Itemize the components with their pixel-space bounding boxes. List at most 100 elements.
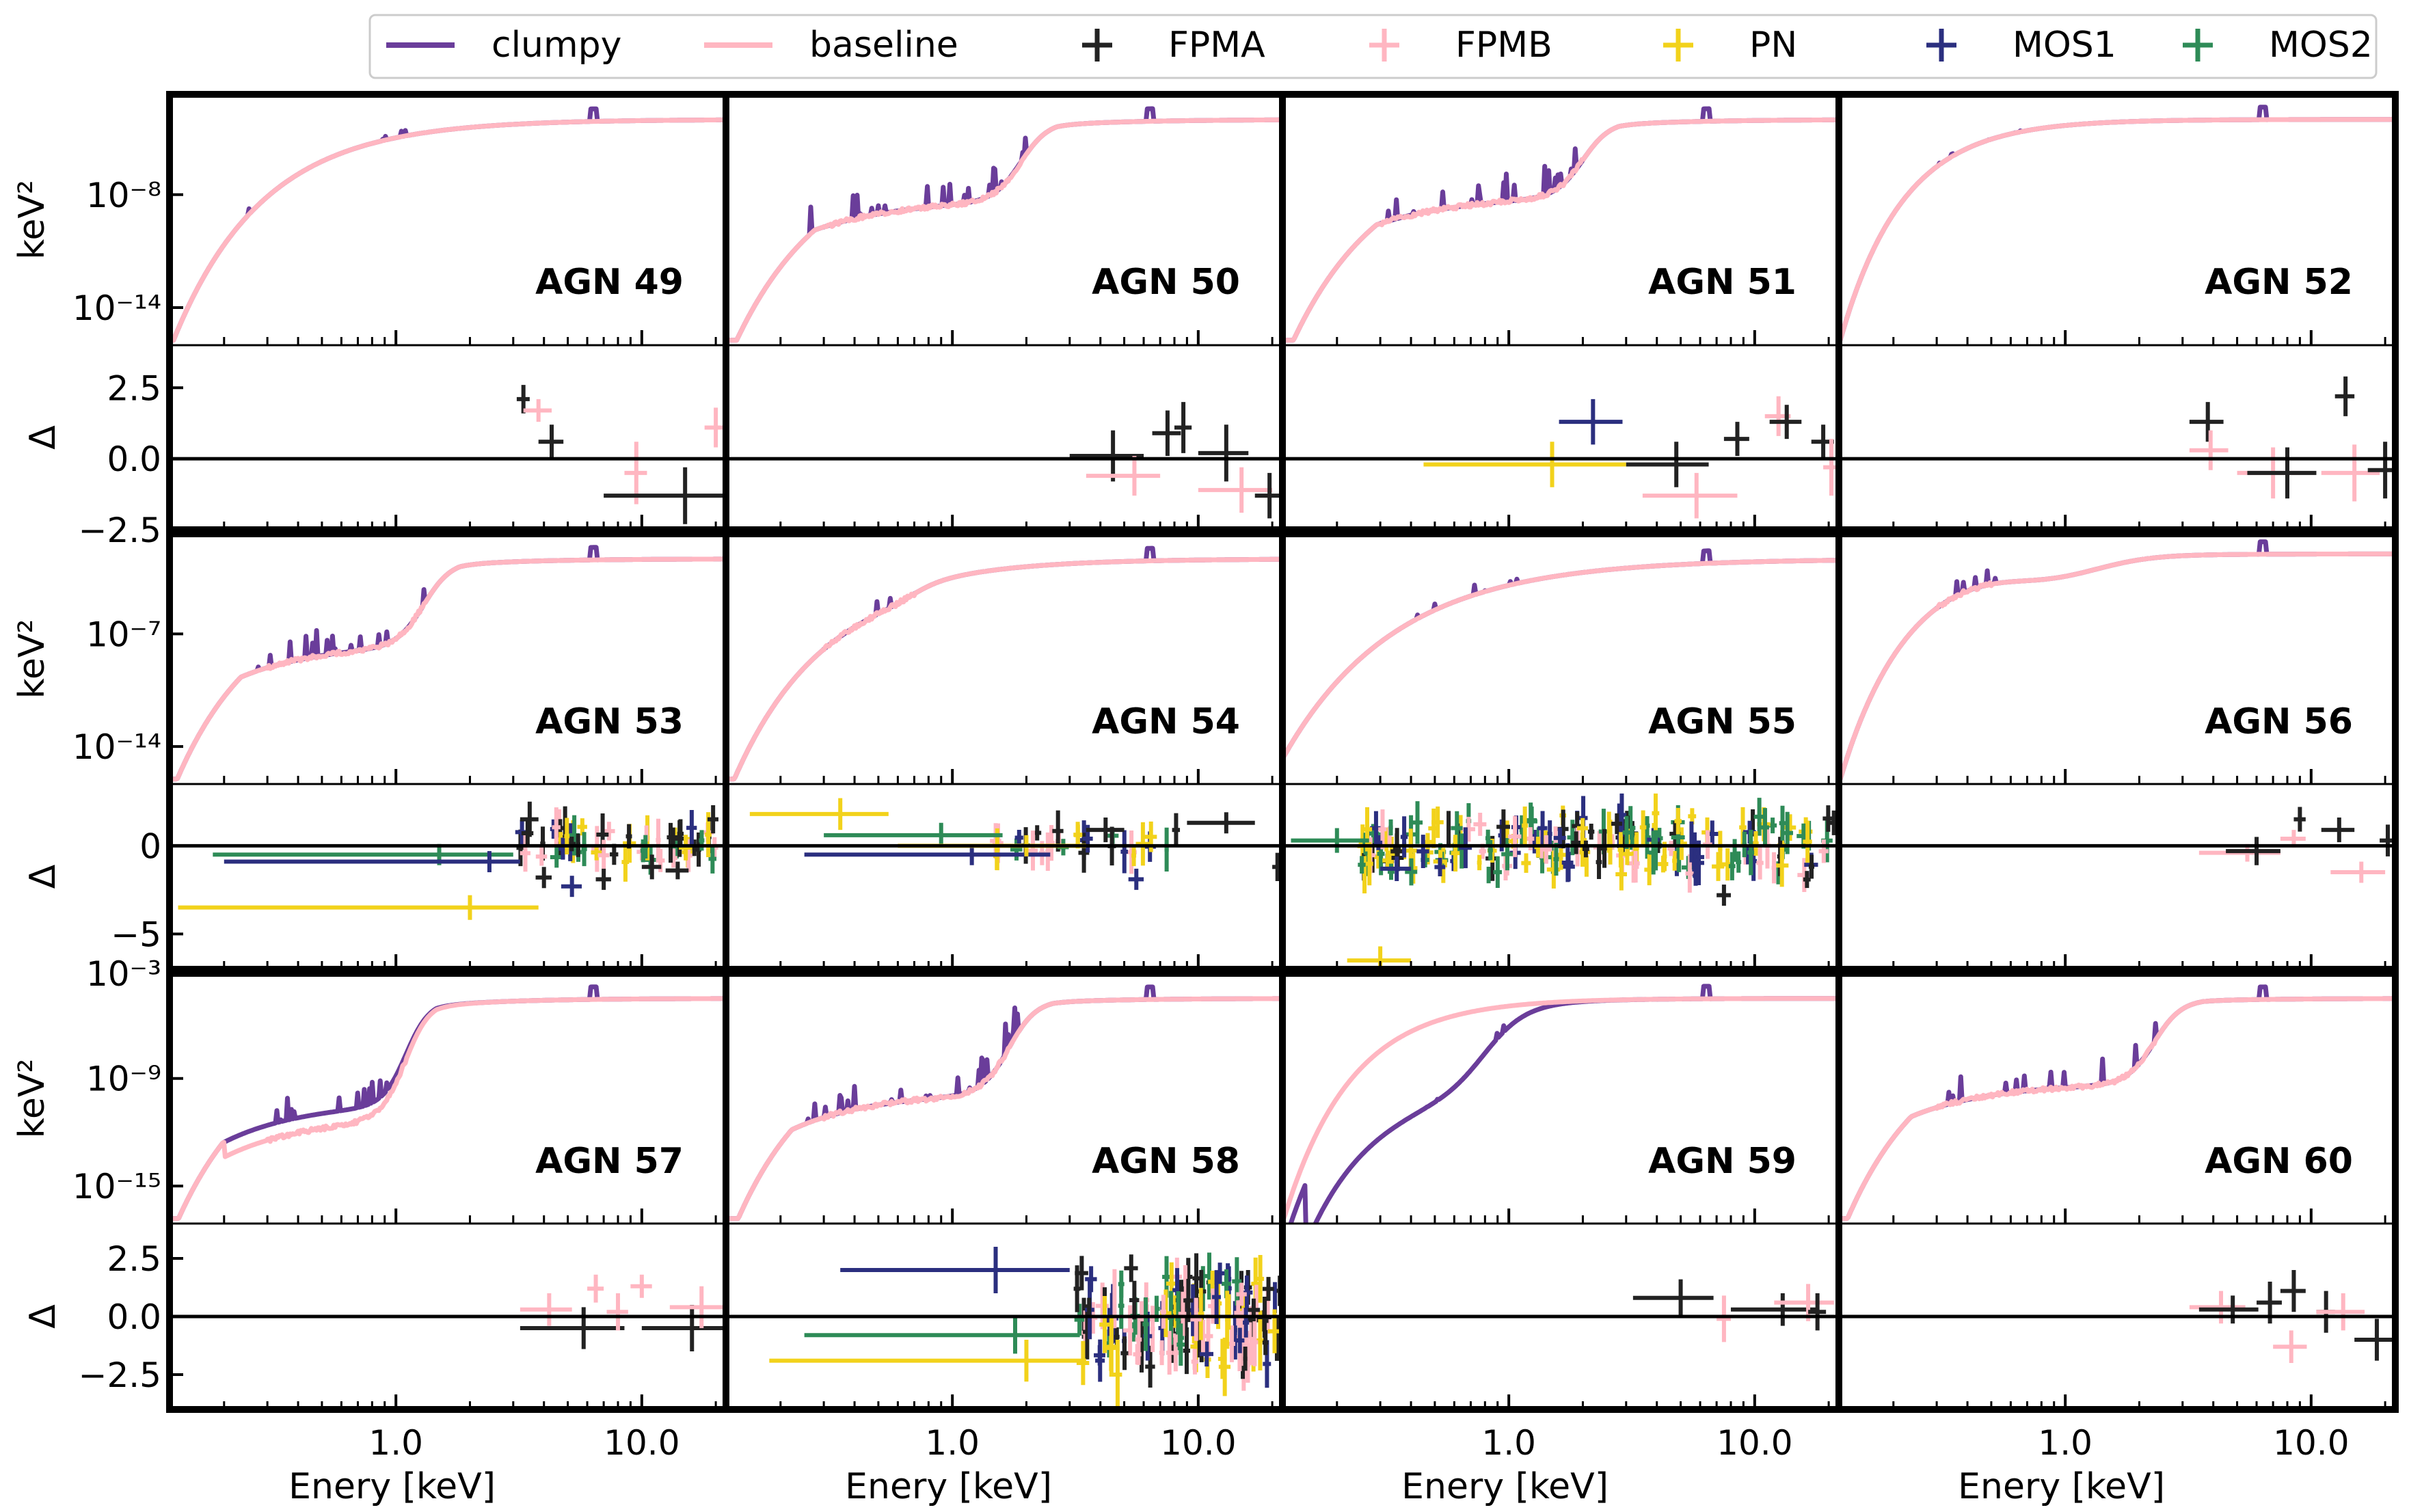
residual-point-mos2 [1388, 819, 1393, 836]
spectrum-curves [726, 106, 1282, 343]
legend-label-mos1: MOS1 [2013, 25, 2116, 66]
residual-point-pn [1423, 442, 1626, 487]
residual-point-fpmb [2321, 444, 2380, 502]
residual-point-pn [1775, 844, 1789, 887]
residual-point-fpmb [669, 1286, 726, 1328]
residual-point-pn [1652, 793, 1660, 833]
spectrum-curves [1839, 105, 2395, 343]
residual-point-fpma [1187, 812, 1255, 834]
residual-point-mos1 [1416, 835, 1429, 868]
residual-point-fpma [1626, 442, 1709, 487]
residual-point-fpmb [1236, 1282, 1247, 1306]
panel-label: AGN 53 [535, 701, 684, 742]
residual-point-pn [1803, 820, 1812, 863]
residual-point-fpmb [523, 399, 552, 422]
residual-point-mos1 [1095, 1339, 1105, 1382]
residual-point-pn [178, 895, 539, 920]
residual-point-fpma [538, 424, 564, 459]
y-tick-label: 10⁻⁷ [86, 615, 161, 654]
x-ticks [1336, 1209, 1830, 1409]
residual-axis-label: Δ [23, 1304, 64, 1329]
residual-point-pn [1225, 1291, 1230, 1349]
baseline-model-line [1282, 996, 1839, 1221]
x-ticks [223, 769, 717, 969]
residual-point-pn [749, 798, 889, 831]
residual-point-fpma [2321, 818, 2355, 843]
y-axis-label: keV² [12, 619, 53, 699]
panel-agn-51: AGN 51 [1279, 91, 1842, 533]
residual-point-fpma [2226, 837, 2280, 865]
residual-point-fpmb [1133, 1344, 1142, 1365]
residual-point-mos1 [1434, 857, 1446, 877]
legend-swatch-fpma [1082, 29, 1112, 62]
residual-points [1423, 396, 1839, 519]
residual-point-fpma [520, 1307, 625, 1349]
residual-point-mos1 [1561, 843, 1574, 882]
baseline-model-line [1839, 551, 2395, 782]
residual-point-mos1 [1559, 399, 1623, 445]
residual-point-fpmb [1717, 1295, 1731, 1342]
residual-point-fpmb [704, 407, 726, 448]
residual-points [1291, 793, 1839, 969]
residual-point-fpma [1087, 1297, 1092, 1318]
residual-point-fpma [1073, 1265, 1081, 1312]
residual-points [520, 1274, 726, 1351]
spectrum-curves [726, 545, 1282, 782]
residual-tick-label: 0.0 [107, 440, 161, 479]
residual-point-mos2 [1622, 815, 1631, 849]
residual-point-fpma [1596, 845, 1602, 879]
residual-point-pn [1131, 845, 1137, 867]
residual-point-pn [1451, 835, 1460, 872]
residual-point-pn [1617, 832, 1624, 868]
residual-point-mos2 [1074, 1304, 1085, 1336]
baseline-model-line [170, 117, 726, 343]
residual-point-fpmb [1771, 852, 1777, 884]
spectrum-curves [1282, 548, 1839, 761]
panel-label: AGN 60 [2205, 1141, 2353, 1182]
residual-point-mos2 [1175, 1291, 1181, 1347]
baseline-model-line [1282, 117, 1839, 343]
residual-point-fpma [520, 801, 539, 837]
residual-point-fpma [707, 805, 718, 834]
panel-border [1835, 530, 2399, 973]
baseline-model-line [170, 556, 726, 782]
x-tick-label: 1.0 [368, 1423, 423, 1463]
residual-point-fpma [1174, 402, 1192, 453]
residual-point-mos2 [1728, 852, 1736, 880]
residual-point-fpma [604, 467, 726, 524]
residual-point-mos1 [1128, 868, 1144, 890]
residual-point-pn [1076, 1340, 1090, 1386]
residual-point-fpmb [1166, 1331, 1173, 1375]
legend-label-fpmb: FPMB [1455, 25, 1552, 66]
residual-point-fpmb [1378, 809, 1387, 850]
residual-point-mos1 [1380, 856, 1412, 881]
residual-point-fpma [1632, 1279, 1714, 1317]
residual-point-mos2 [1753, 798, 1765, 836]
residual-point-pn [1753, 831, 1759, 856]
residual-point-mos2 [1164, 827, 1169, 872]
legend-label-fpma: FPMA [1168, 25, 1265, 66]
residual-point-mos1 [1243, 1308, 1250, 1338]
residual-point-pn [769, 1340, 1086, 1382]
residual-point-fpmb [1539, 835, 1552, 864]
panel-label: AGN 56 [2205, 701, 2353, 742]
legend-label-pn: PN [1749, 25, 1797, 66]
residual-point-mos2 [708, 844, 717, 874]
residual-point-fpma [1086, 818, 1125, 843]
residual-point-mos1 [1689, 821, 1694, 863]
baseline-model-line [1839, 117, 2395, 343]
residual-point-fpma [1717, 885, 1731, 906]
residual-point-fpmb [1112, 1269, 1117, 1329]
residual-point-fpma [2367, 442, 2395, 499]
legend-swatch-pn [1663, 29, 1693, 62]
residual-point-fpmb [1251, 1318, 1259, 1366]
residual-point-pn [1521, 853, 1531, 873]
residual-point-mos2 [699, 830, 705, 851]
residual-points [178, 801, 718, 920]
residual-point-pn [678, 835, 692, 861]
residual-point-fpmb [1150, 1306, 1155, 1352]
residual-point-mos2 [824, 822, 1003, 848]
residual-point-fpma [1769, 405, 1802, 440]
residual-point-fpma [1172, 813, 1181, 847]
